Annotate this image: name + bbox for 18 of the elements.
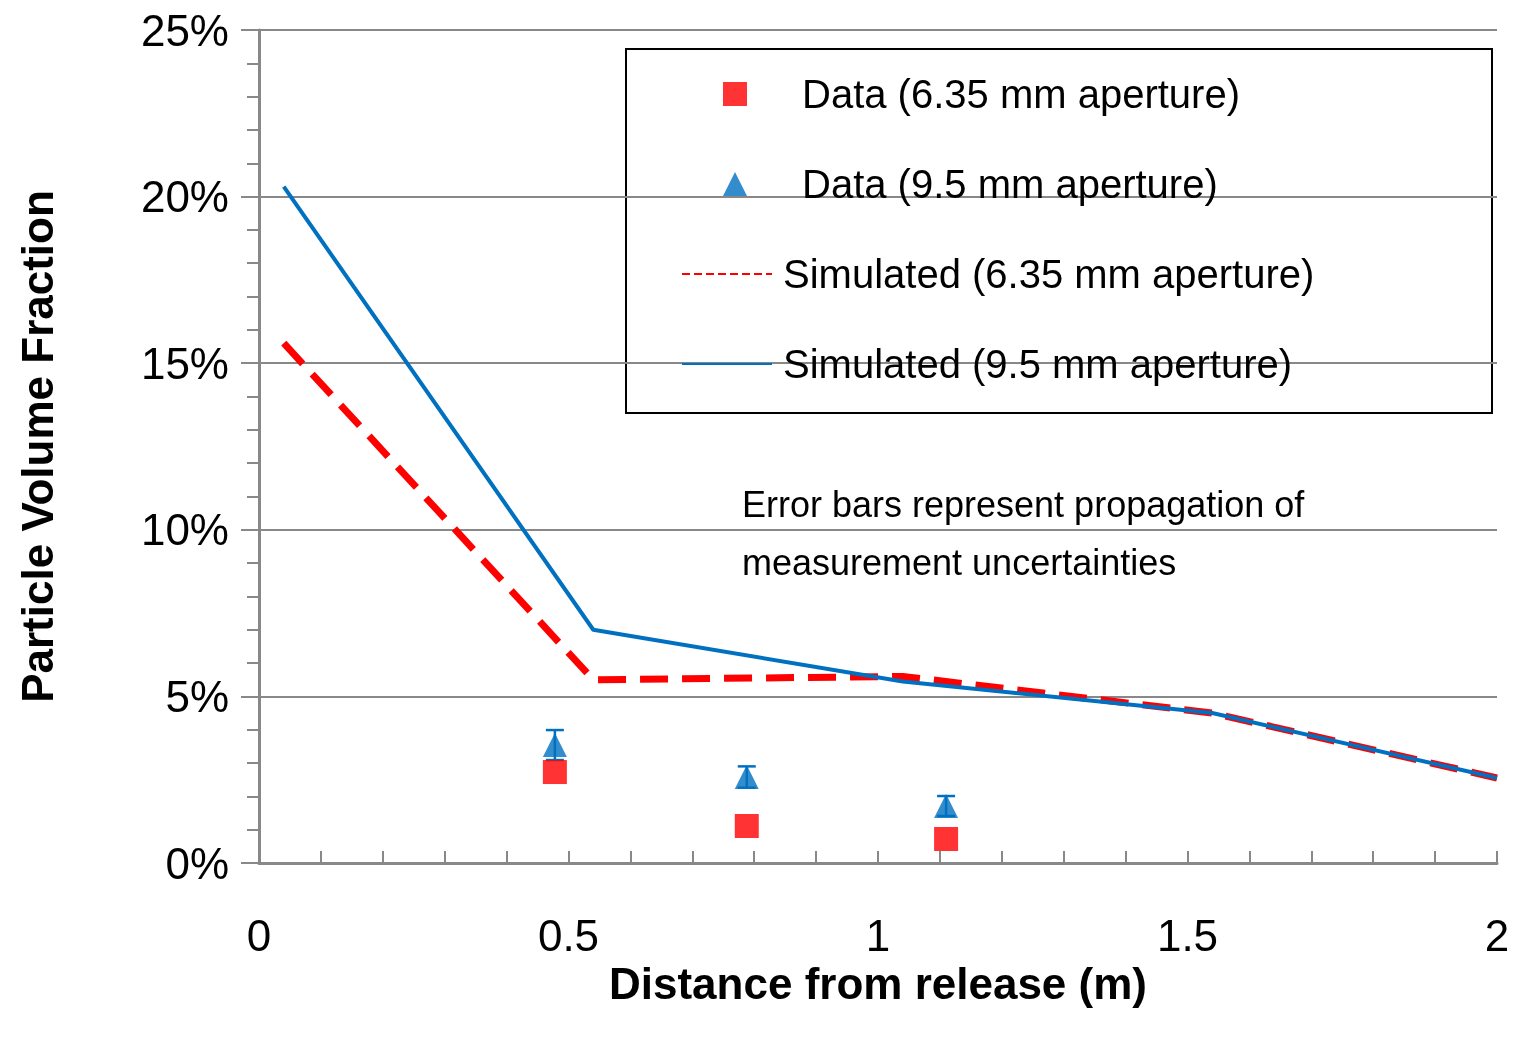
- x-tick-label: 2: [1484, 910, 1510, 960]
- legend-label: Simulated (6.35 mm aperture): [783, 252, 1315, 296]
- annotation: Error bars represent propagation of measurement uncertainties: [742, 483, 1315, 583]
- legend-label: Simulated (9.5 mm aperture): [783, 342, 1293, 386]
- x-axis-title: Distance from release (m): [609, 959, 1147, 1009]
- legend-label: Data (9.5 mm aperture): [802, 162, 1218, 206]
- x-tick-label: 1: [865, 910, 891, 960]
- legend-label: Data (6.35 mm aperture): [802, 72, 1240, 116]
- y-tick-label: 0%: [165, 838, 229, 888]
- y-tick-label: 20%: [140, 172, 229, 222]
- y-axis-title: Particle Volume Fraction: [12, 190, 62, 703]
- y-tick-label: 15%: [140, 338, 229, 388]
- x-tick-label: 1.5: [1156, 910, 1219, 960]
- y-tick-label: 10%: [140, 505, 229, 555]
- x-tick-label: 0.5: [537, 910, 600, 960]
- y-tick-label: 25%: [140, 5, 229, 55]
- y-tick-label: 5%: [165, 671, 229, 721]
- x-tick-label: 0: [246, 910, 272, 960]
